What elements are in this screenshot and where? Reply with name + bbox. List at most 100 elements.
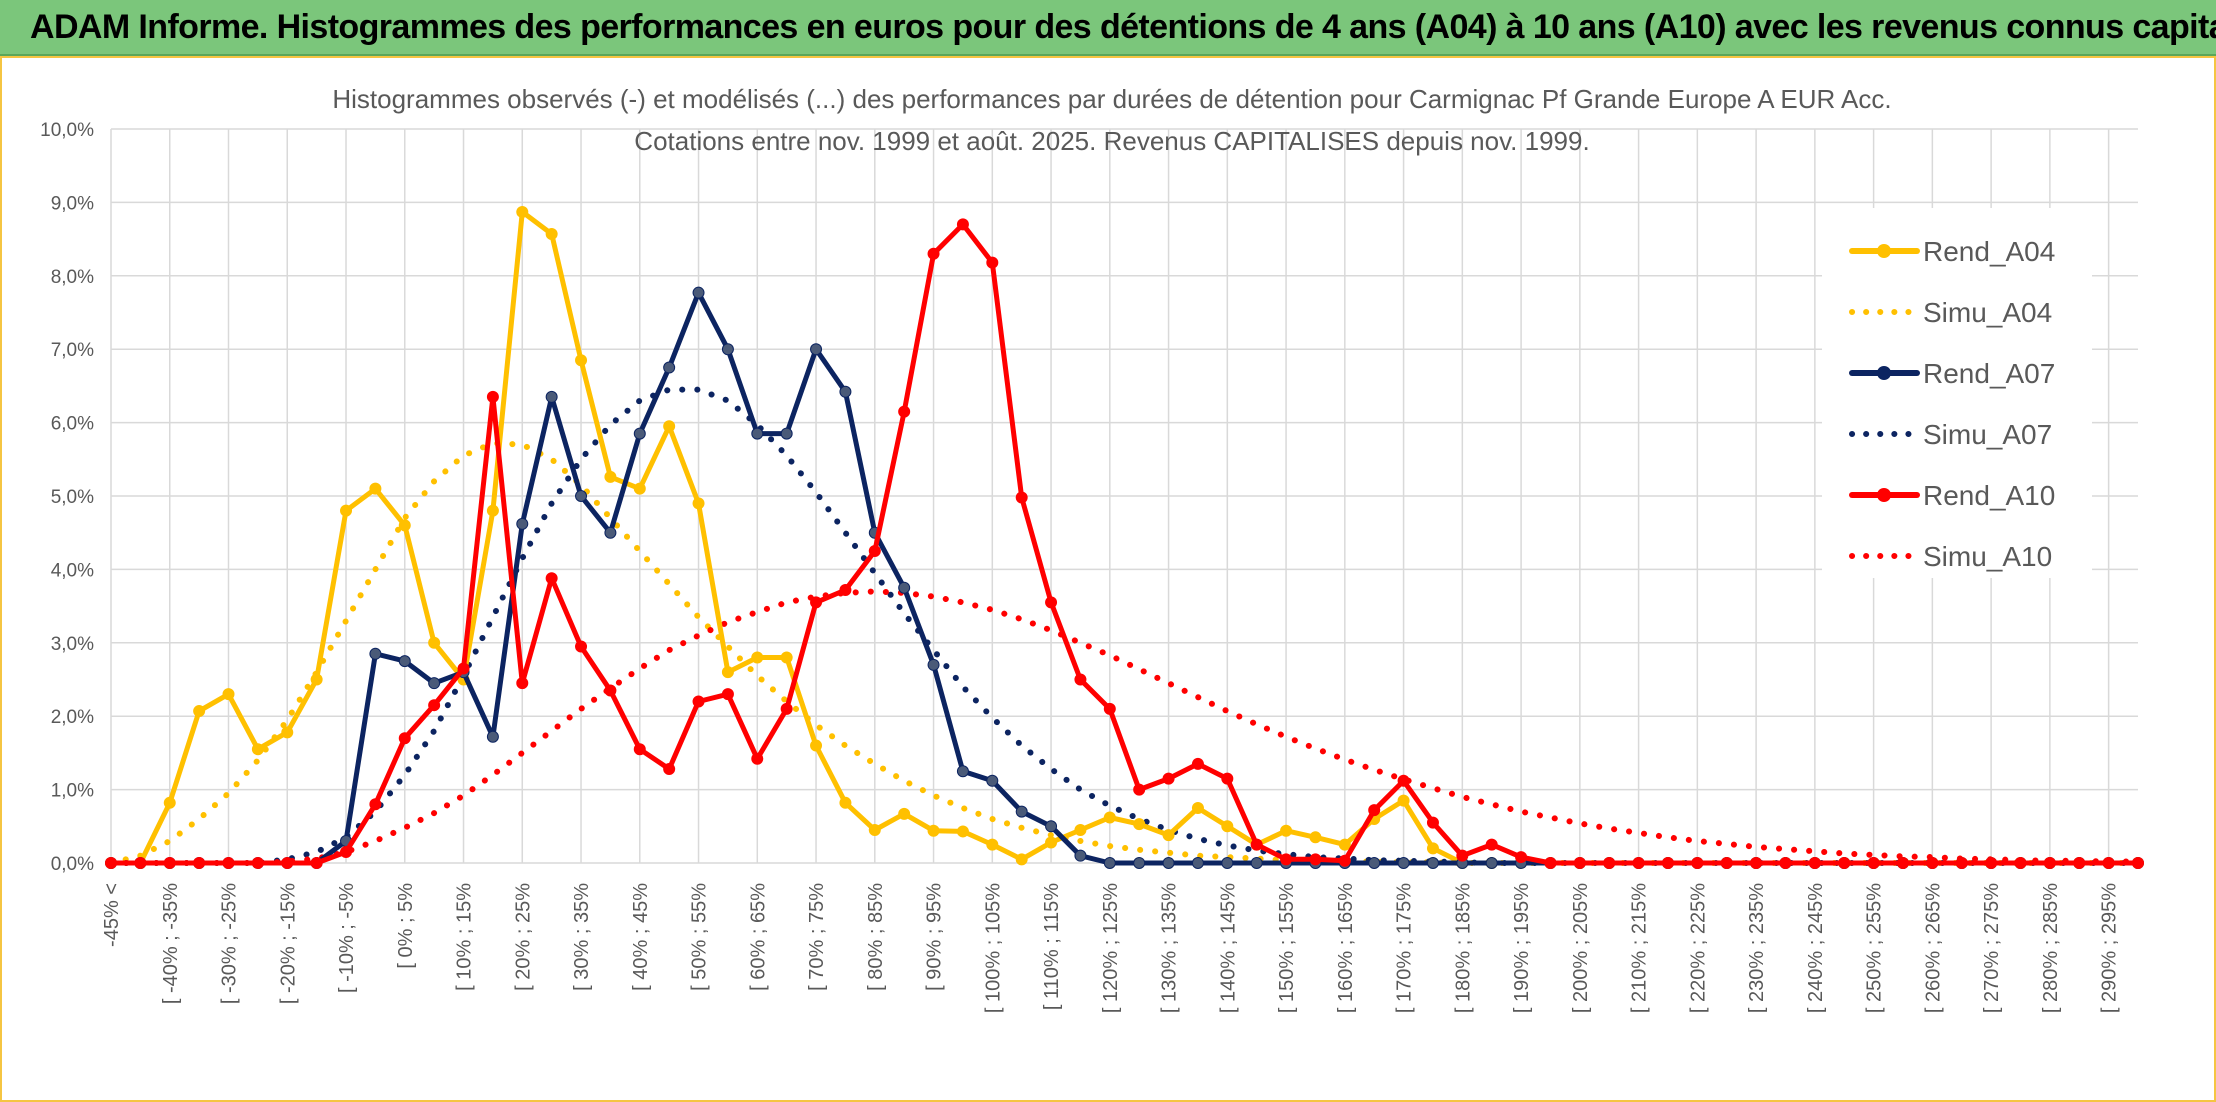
- data-point-rend_a10: [1133, 783, 1146, 796]
- data-point-rend_a10: [1221, 772, 1234, 785]
- data-point-rend_a10: [1544, 857, 1557, 869]
- data-point-rend_a07: [927, 658, 940, 671]
- data-point-rend_a07: [633, 427, 646, 440]
- data-point-rend_a10: [1779, 857, 1792, 869]
- data-point-rend_a04: [251, 743, 264, 756]
- series-line-simu_a04: [108, 440, 2141, 866]
- data-point-rend_a10: [1103, 702, 1116, 715]
- data-point-rend_a10: [134, 857, 147, 869]
- data-point-rend_a10: [428, 699, 441, 712]
- data-point-rend_a07: [1015, 805, 1028, 818]
- data-point-rend_a10: [1632, 857, 1645, 869]
- data-point-rend_a10: [956, 218, 969, 231]
- data-point-rend_a10: [1074, 673, 1087, 686]
- legend-label-rend_a10: Rend_A10: [1923, 480, 2055, 511]
- data-point-rend_a10: [1045, 596, 1058, 609]
- data-point-rend_a10: [839, 583, 852, 596]
- data-point-rend_a10: [2102, 857, 2115, 869]
- y-tick-label: 2,0%: [51, 707, 94, 728]
- x-tick-label: [ 150% ; 155%: [1276, 883, 1298, 1013]
- data-point-rend_a04: [1338, 838, 1351, 851]
- data-point-rend_a10: [222, 857, 235, 869]
- x-tick-label: [ 290% ; 295%: [2099, 883, 2121, 1013]
- x-tick-label: [ 210% ; 215%: [1629, 883, 1651, 1013]
- data-point-rend_a04: [898, 807, 911, 820]
- x-tick-label: [ -30% ; -25%: [219, 883, 241, 1004]
- data-point-rend_a10: [1985, 857, 1998, 869]
- legend-marker-rend_a10: [1877, 488, 1891, 502]
- data-point-rend_a10: [340, 845, 353, 858]
- data-point-rend_a04: [927, 824, 940, 837]
- legend-marker-rend_a07: [1877, 366, 1891, 380]
- data-point-rend_a07: [369, 647, 382, 660]
- data-point-rend_a07: [810, 343, 823, 356]
- x-tick-label: [ 50% ; 55%: [689, 883, 711, 991]
- header-banner: ADAM Informe. Histogrammes des performan…: [0, 0, 2216, 56]
- data-point-rend_a10: [604, 684, 617, 697]
- x-tick-label: [ 240% ; 245%: [1805, 883, 1827, 1013]
- data-point-rend_a10: [1691, 857, 1704, 869]
- data-point-rend_a04: [428, 636, 441, 649]
- data-point-rend_a04: [663, 420, 676, 433]
- data-point-rend_a04: [1103, 811, 1116, 824]
- data-point-rend_a10: [1573, 857, 1586, 869]
- data-point-rend_a10: [575, 640, 588, 653]
- x-tick-label: [ 130% ; 135%: [1159, 883, 1181, 1013]
- data-point-rend_a10: [1838, 857, 1851, 869]
- x-tick-label: [ 280% ; 285%: [2040, 883, 2062, 1013]
- data-point-rend_a04: [1309, 831, 1322, 844]
- x-tick-label: [ 90% ; 95%: [924, 883, 946, 991]
- legend-background: [1822, 208, 2092, 578]
- data-point-rend_a04: [780, 651, 793, 664]
- legend-marker-rend_a04: [1877, 244, 1891, 258]
- data-point-rend_a10: [251, 857, 264, 869]
- data-point-rend_a07: [516, 517, 529, 530]
- data-point-rend_a10: [633, 743, 646, 756]
- chart-title-line1: Histogrammes observés (-) et modélisés (…: [332, 84, 1891, 114]
- data-point-rend_a04: [1045, 836, 1058, 849]
- data-point-rend_a07: [956, 765, 969, 778]
- data-point-rend_a10: [780, 702, 793, 715]
- data-point-rend_a10: [281, 857, 294, 869]
- x-tick-label: [ 40% ; 45%: [630, 883, 652, 991]
- data-point-rend_a04: [721, 666, 734, 679]
- data-point-rend_a10: [898, 405, 911, 418]
- data-point-rend_a04: [516, 205, 529, 218]
- x-tick-label: [ 70% ; 75%: [806, 883, 828, 991]
- data-point-rend_a04: [398, 519, 411, 532]
- x-tick-label: [ -10% ; -5%: [336, 883, 358, 993]
- data-point-rend_a10: [2132, 857, 2144, 869]
- data-point-rend_a10: [1162, 772, 1175, 785]
- y-tick-label: 8,0%: [51, 267, 94, 288]
- legend-label-rend_a04: Rend_A04: [1923, 236, 2055, 267]
- data-point-rend_a07: [898, 581, 911, 594]
- data-point-rend_a04: [163, 796, 176, 809]
- banner-title: ADAM Informe. Histogrammes des performan…: [30, 8, 2216, 46]
- data-point-rend_a07: [1397, 857, 1410, 869]
- data-point-rend_a10: [1867, 857, 1880, 869]
- data-point-rend_a10: [1191, 757, 1204, 770]
- x-tick-label: [ 200% ; 205%: [1570, 883, 1592, 1013]
- data-point-rend_a07: [692, 286, 705, 299]
- data-point-rend_a04: [222, 688, 235, 701]
- x-tick-label: [ -20% ; -15%: [277, 883, 299, 1004]
- data-point-rend_a04: [281, 726, 294, 739]
- x-tick-label: [ 110% ; 115%: [1041, 883, 1063, 1010]
- series-line-rend_a10: [111, 221, 2138, 866]
- data-point-rend_a10: [868, 545, 881, 558]
- data-point-rend_a10: [1750, 857, 1763, 869]
- x-tick-label: [ 160% ; 165%: [1335, 883, 1357, 1013]
- data-point-rend_a10: [1661, 857, 1674, 869]
- data-point-rend_a04: [1133, 818, 1146, 831]
- data-point-rend_a10: [721, 688, 734, 701]
- data-point-rend_a04: [369, 482, 382, 495]
- data-point-rend_a10: [1338, 854, 1351, 867]
- data-point-rend_a07: [839, 385, 852, 398]
- series-lines: [105, 205, 2144, 869]
- legend-label-simu_a10: Simu_A10: [1923, 541, 2052, 572]
- data-point-rend_a10: [545, 572, 558, 585]
- data-point-rend_a07: [1162, 857, 1175, 869]
- x-tick-label: [ 260% ; 265%: [1922, 883, 1944, 1013]
- data-point-rend_a07: [575, 490, 588, 502]
- data-point-rend_a10: [1896, 857, 1909, 869]
